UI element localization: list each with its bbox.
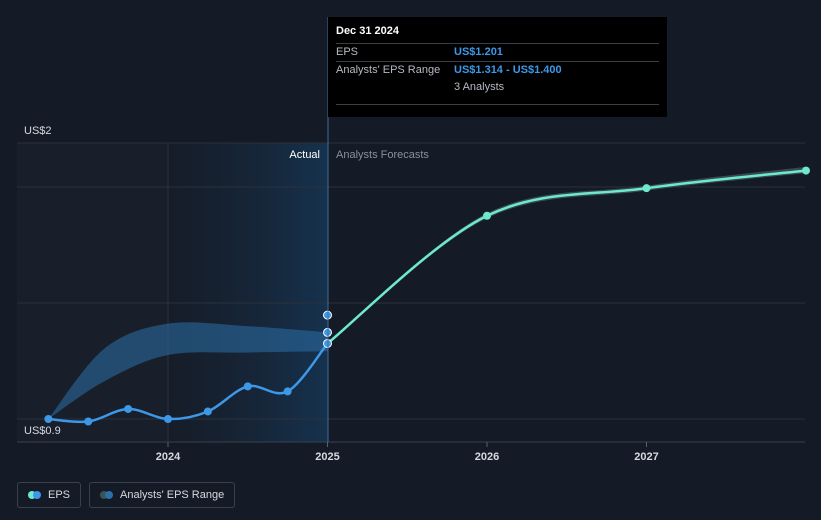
series-1-point-1[interactable] (483, 211, 491, 220)
series-0-point-1[interactable] (84, 417, 93, 426)
legend-range-swatch-icon (100, 491, 114, 499)
tooltip-range-value: US$1.314 - US$1.400 (454, 64, 562, 76)
x-tick-label-2026: 2026 (475, 451, 499, 463)
series-0-point-6[interactable] (283, 387, 292, 396)
series-0-point-0[interactable] (44, 415, 53, 423)
range-band-actual (48, 322, 328, 419)
actual-region-background (168, 143, 328, 442)
tooltip-date: Dec 31 2024 (336, 25, 399, 37)
tooltip-range-label: Analysts' EPS Range (336, 64, 441, 76)
tooltip-eps-value: US$1.201 (454, 46, 503, 58)
eps-points (44, 166, 810, 426)
legend-eps[interactable]: EPS (17, 482, 82, 508)
tooltip-eps-label: EPS (336, 46, 359, 58)
series-1-point-3[interactable] (802, 166, 810, 175)
eps-range-bands (48, 166, 806, 419)
tooltip-range-row: Analysts' EPS Range US$1.314 - US$1.400 (336, 61, 659, 79)
x-tick-label-2027: 2027 (634, 451, 658, 463)
x-tick-label-2024: 2024 (156, 451, 181, 463)
tooltip-divider (336, 104, 659, 105)
x-axis-ticks: 2024 2025 2026 2027 (156, 442, 659, 463)
forecast-label: Analysts Forecasts (336, 149, 429, 161)
legend-eps-label: EPS (48, 489, 71, 501)
legend: EPS Analysts' EPS Range (17, 482, 236, 508)
x-tick-label-2025: 2025 (315, 451, 339, 463)
series-line-1 (326, 169, 808, 345)
legend-range[interactable]: Analysts' EPS Range (89, 482, 236, 508)
legend-eps-swatch-icon (28, 491, 42, 499)
tooltip-analysts-row: 3 Analysts (336, 79, 659, 96)
tooltip-eps-row: EPS US$1.201 (336, 43, 659, 61)
series-0-point-2[interactable] (124, 404, 133, 413)
tooltip-analysts: 3 Analysts (454, 81, 505, 93)
gridlines (17, 142, 805, 443)
series-0-point-4[interactable] (203, 407, 212, 416)
tooltip: Dec 31 2024 EPS US$1.201 Analysts' EPS R… (328, 17, 667, 117)
actual-label: Actual (289, 149, 320, 161)
actual-region-background-left (17, 143, 168, 442)
y-label-top: US$2 (24, 125, 52, 137)
series-1-point-2[interactable] (642, 184, 651, 193)
legend-range-label: Analysts' EPS Range (120, 489, 225, 501)
series-0-point-5[interactable] (243, 382, 252, 391)
range-band-forecast (327, 166, 806, 344)
series-0-point-3[interactable] (164, 415, 172, 423)
y-label-bottom: US$0.9 (24, 425, 61, 437)
